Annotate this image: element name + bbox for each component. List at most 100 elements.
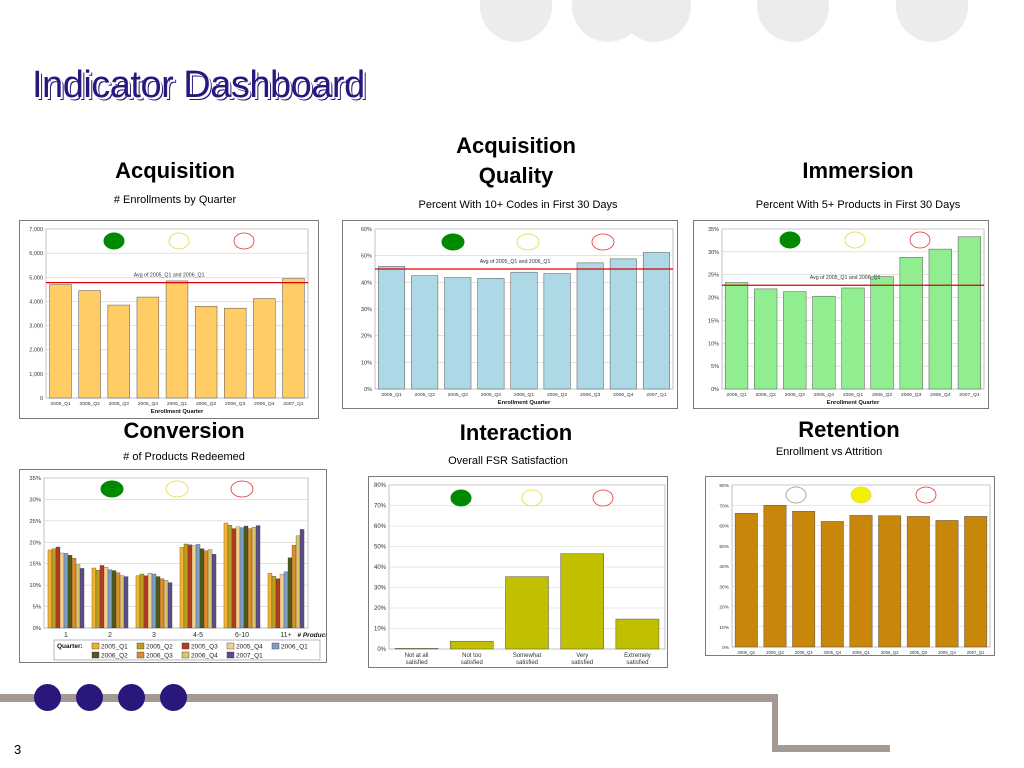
bar [167,582,173,629]
bar [870,276,894,390]
status-light-yellow [165,480,189,498]
x-tick-label: 1 [64,632,68,639]
acquisition-quality-chart: 0% 10% 20% 30% 40% 50% 60% 2005_Q1 2005_Q2 2005_Q… [361,227,674,406]
bar [187,544,193,629]
bar [291,545,297,629]
bar [223,522,229,629]
bar [543,273,571,390]
decor-circle [896,0,968,42]
slide-title: Indicator Dashboard [32,64,365,106]
immersion-heading: Immersion [802,158,914,183]
conversion-heading: Conversion [123,418,245,443]
footer-dot [34,684,61,711]
conversion-subtitle: # of Products Redeemed [123,451,245,463]
y-tick-label: 5% [711,364,719,370]
bar [820,521,844,648]
acquisition-heading: Acquisition [115,158,235,183]
legend-swatch [226,642,235,650]
acquisition-subtitle: # Enrollments by Quarter [113,194,237,206]
x-axis-label: Enrollment Quarter [827,400,880,406]
legend-swatch [181,651,190,659]
decor-circle [619,0,691,42]
y-tick-label: 80% [374,483,387,489]
bar [191,545,197,629]
x-tick-label: 2005_Q3 [795,650,813,655]
y-tick-label: 60% [374,524,387,530]
status-light-red [233,232,255,250]
bar [159,578,165,629]
bar [95,569,101,629]
x-tick-label: 2006_Q2 [196,401,217,407]
status-light-yellow [844,231,866,249]
bar [450,640,494,650]
y-tick-label: 0% [722,645,730,651]
y-tick-label: 20% [374,606,387,612]
bar [878,515,902,648]
y-tick-label: 20% [29,540,41,546]
y-tick-label: 10% [361,360,372,366]
bar [239,527,245,629]
status-light-red [592,489,614,507]
y-tick-label: 60% [361,227,372,233]
bar [123,576,129,629]
y-tick-label: 10% [708,341,719,347]
x-tick-label: 2005_Q1 [381,392,402,398]
legend-label: 2005_Q3 [191,644,218,651]
bar [163,580,169,629]
bar [224,307,247,399]
status-light-yellow [516,233,540,251]
x-tick-label: 6-10 [235,632,249,639]
x-tick-label: 2006_Q1 [167,401,188,407]
y-tick-label: 35% [708,227,719,233]
footer-divider-bottom [772,745,890,752]
x-tick-label: 2005_Q1 [737,650,755,655]
bar [139,573,145,629]
bar [231,528,237,629]
bar [195,544,201,629]
bar [111,570,117,629]
x-tick-label: 2006_Q1 [852,650,870,655]
y-tick-label: 7,000 [29,227,43,233]
x-tick-label: 2006_Q2 [547,392,568,398]
x-tick-label: 2006_Q1 [843,392,864,398]
y-tick-label: 25% [708,273,719,279]
y-tick-label: 0 [40,396,43,402]
bar [63,553,69,629]
bar [724,282,749,390]
x-tick-label: 2005_Q2 [415,392,436,398]
y-tick-label: 10% [374,627,387,633]
bar [899,257,923,390]
bar [136,296,160,399]
y-tick-label: 4,000 [29,299,43,305]
y-tick-label: 0% [377,647,386,653]
y-tick-label: 50% [361,254,372,260]
bar [287,557,293,629]
y-tick-label: 70% [374,504,387,510]
x-tick-label: 2006_Q4 [938,650,956,655]
bar [792,511,816,648]
conversion-chart: 0% 5% 10% 15% 20% 25% 30% 35% 1 2 3 4-5 6-10 11+ # Pro… [29,476,326,661]
bar [247,528,253,629]
status-light-green [441,233,465,251]
x-tick-label: 2006_Q4 [613,392,634,398]
footer-dot [76,684,103,711]
y-tick-label: 30% [719,584,729,590]
legend-swatch [136,642,145,650]
footer-divider [0,694,776,702]
x-tick-label: 2005_Q1 [726,392,747,398]
bar [183,543,189,629]
retention-heading: Retention [798,417,900,442]
bar [135,575,141,629]
immersion-subtitle: Percent With 5+ Products in First 30 Day… [755,199,961,211]
immersion-chart-panel: 0% 5% 10% 15% 20% 25% 30% 35% 2005_Q1 2005_Q2 2005… [693,220,989,409]
bar [560,553,604,650]
x-tick-label: 2007_Q1 [646,392,667,398]
bar [251,527,257,629]
x-axis-label: # Products [297,632,326,639]
y-tick-label: 0% [711,387,719,393]
y-tick-label: 20% [361,334,372,340]
x-tick-label: 2005_Q2 [756,392,777,398]
acquisition-quality-heading-line1: Acquisition [456,133,576,158]
acquisition-quality-heading-line2: Quality [478,163,554,188]
